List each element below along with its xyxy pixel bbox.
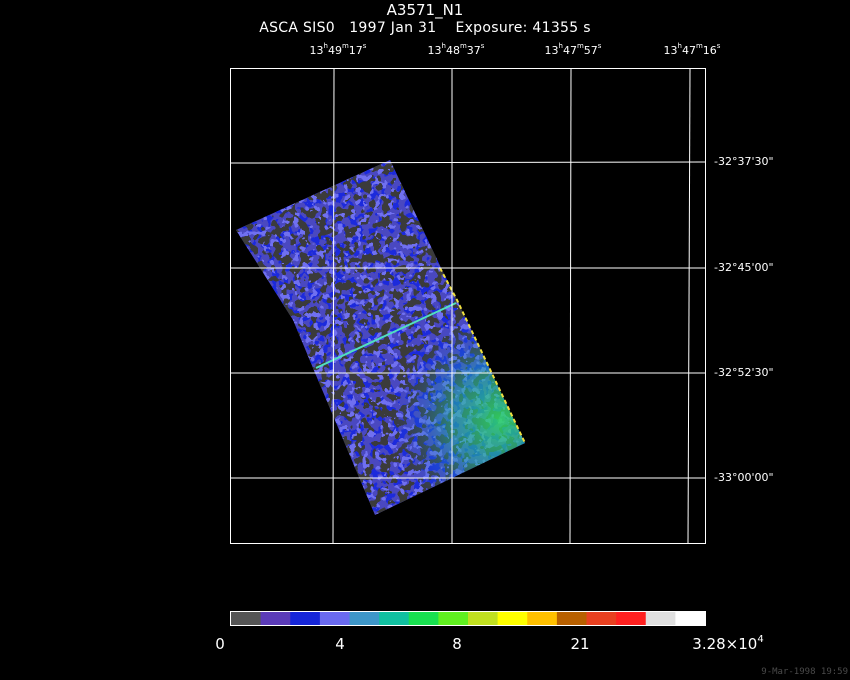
dec-tick-label: -32°52'30" <box>714 366 774 379</box>
colorbar-max-label: 3.28×104 <box>692 634 764 654</box>
colorbar-cell <box>319 612 351 625</box>
ra-tick-label: 13h47m16s <box>663 42 721 58</box>
timestamp-stamp: 9-Mar-1998 19:59 <box>761 667 848 677</box>
colorbar-label: 0 <box>215 635 225 653</box>
dec-tick-label: -32°45'00" <box>714 261 774 274</box>
colorbar-cell <box>290 612 321 625</box>
colorbar-cell <box>497 612 528 625</box>
colorbar-cell <box>645 612 676 625</box>
colorbar-label: 8 <box>452 635 462 653</box>
image-title: A3571_N1 <box>386 1 464 19</box>
ccd-bright-edge <box>439 267 526 444</box>
colorbar-frame <box>230 611 706 626</box>
colorbar-cell <box>556 612 588 625</box>
observation-subtitle: ASCA SIS0 1997 Jan 31 Exposure: 41355 s <box>259 20 591 36</box>
colorbar-cell <box>468 612 499 625</box>
coordinate-grid <box>230 68 706 544</box>
colorbar-cell <box>231 612 262 625</box>
colorbar-cell <box>586 612 617 625</box>
plot-frame <box>230 68 706 544</box>
colorbar-cell <box>675 612 706 625</box>
colorbar-cell <box>438 612 469 625</box>
colorbar-label: 21 <box>570 635 590 653</box>
ra-tick-label: 13h48m37s <box>427 42 485 58</box>
colorbar-label: 4 <box>335 635 345 653</box>
chip-boundary-line <box>315 302 457 369</box>
dec-tick-label: -32°37'30" <box>714 155 774 168</box>
colorbar-cell <box>527 612 558 625</box>
colorbar-cell <box>260 612 291 625</box>
ra-tick-label: 13h49m17s <box>309 42 367 58</box>
ra-tick-label: 13h47m57s <box>544 42 602 58</box>
dec-tick-label: -33°00'00" <box>714 471 774 484</box>
colorbar-cell <box>379 612 410 625</box>
colorbar-cell <box>349 612 380 625</box>
colorbar-cell <box>616 612 647 625</box>
colorbar-cell <box>408 612 439 625</box>
